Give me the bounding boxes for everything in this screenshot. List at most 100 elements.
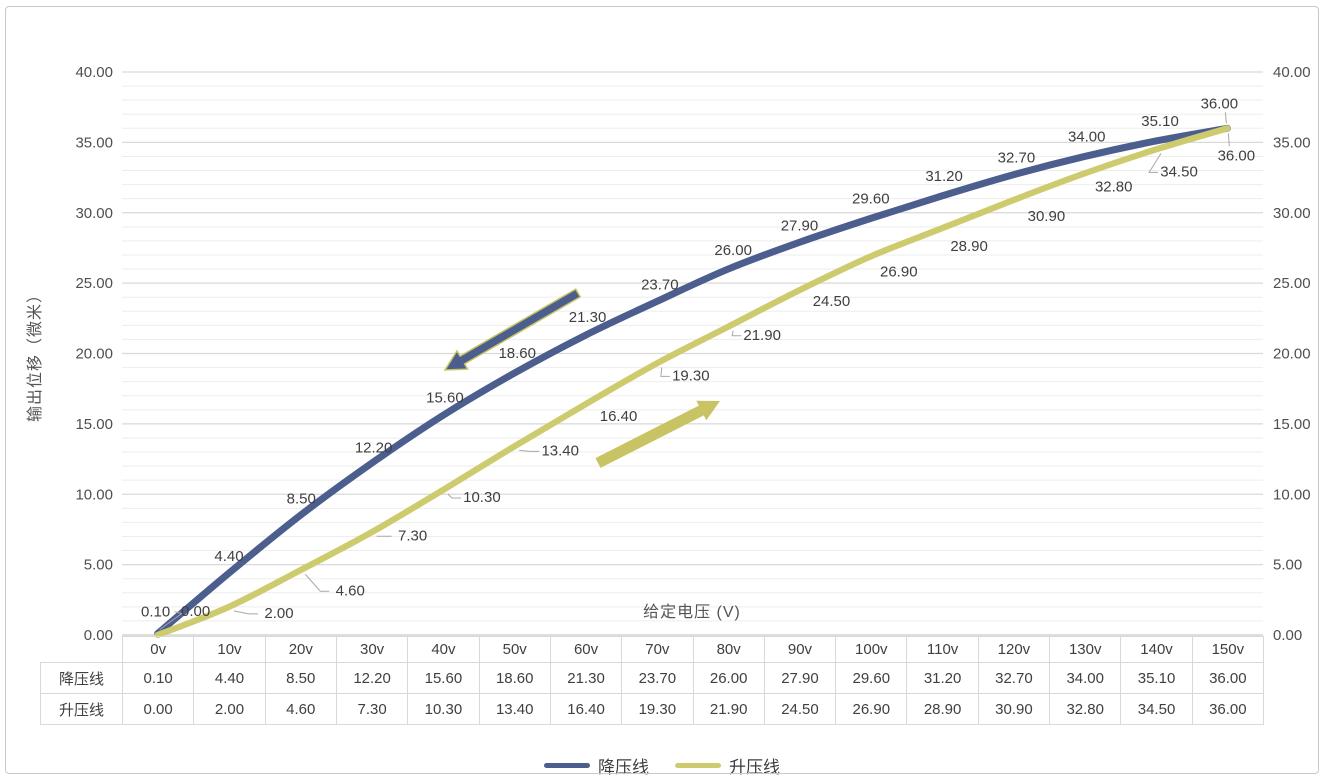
table-cell: 2.00 <box>193 693 266 725</box>
series-line-down[interactable] <box>154 124 1231 638</box>
table-col-header: 50v <box>478 636 551 663</box>
legend-swatch-up-line <box>675 762 721 768</box>
table-col-header: 120v <box>977 636 1051 663</box>
legend-item-up-line[interactable]: 升压线 <box>675 753 780 778</box>
table-cell: 32.70 <box>977 662 1051 694</box>
table-col-header: 70v <box>621 636 694 663</box>
y-tick-left: 15.00 <box>75 416 113 433</box>
chart-legend: 降压线 升压线 <box>0 751 1324 779</box>
table-cell: 8.50 <box>264 662 337 694</box>
y-axis-tick-labels: 0.00 0.00 5.00 5.00 10.00 10.00 15.00 15.00 20.0… <box>75 64 1310 644</box>
table-col-header: 30v <box>335 636 409 663</box>
table-cell: 23.70 <box>621 662 694 694</box>
data-label: 0.10 <box>141 604 170 621</box>
table-cell: 13.40 <box>478 693 551 725</box>
table-cell: 36.00 <box>1191 662 1265 694</box>
table-row-label: 降压线 <box>40 662 123 694</box>
y-tick-left: 0.00 <box>84 627 113 644</box>
table-cell: 32.80 <box>1049 693 1122 725</box>
table-cell: 0.00 <box>121 693 195 725</box>
data-label: 23.70 <box>641 276 679 293</box>
data-label: 21.30 <box>569 309 607 326</box>
y-tick-left: 5.00 <box>84 557 113 574</box>
data-label: 10.30 <box>463 489 501 506</box>
table-col-header: 140v <box>1120 636 1193 663</box>
data-label: 28.90 <box>950 238 988 255</box>
data-label: 2.00 <box>264 605 293 622</box>
data-label: 15.60 <box>426 389 464 406</box>
data-label: 29.60 <box>852 190 890 207</box>
table-col-header: 80v <box>692 636 765 663</box>
table-col-header: 20v <box>264 636 337 663</box>
data-label: 30.90 <box>1028 208 1066 225</box>
hysteresis-arrow-down-left-icon <box>443 288 582 371</box>
table-cell: 35.10 <box>1120 662 1193 694</box>
table-col-header: 90v <box>763 636 837 663</box>
table-col-header: 40v <box>407 636 480 663</box>
table-col-header: 110v <box>906 636 979 663</box>
chart-data-table: 0v 10v 20v 30v 40v 50v 60v 70v 80v 90v 100v 110v 120… <box>40 636 1265 725</box>
y-tick-right: 15.00 <box>1273 416 1311 433</box>
legend-swatch-down-line <box>544 762 590 768</box>
table-cell: 12.20 <box>335 662 409 694</box>
data-labels: 0.10 4.40 8.50 12.20 15.60 18.60 21.30 23.70 26.… <box>141 95 1255 622</box>
data-label: 12.20 <box>355 439 393 456</box>
data-label: 31.20 <box>925 168 963 185</box>
data-label: 13.40 <box>541 442 579 459</box>
table-col-header: 150v <box>1191 636 1265 663</box>
y-tick-left: 10.00 <box>75 486 113 503</box>
y-tick-right: 0.00 <box>1273 627 1302 644</box>
y-axis-title: 输出位移（微米） <box>27 286 44 423</box>
table-col-header: 10v <box>193 636 266 663</box>
table-cell: 19.30 <box>621 693 694 725</box>
table-cell: 28.90 <box>906 693 979 725</box>
table-cell: 7.30 <box>335 693 409 725</box>
table-cell: 24.50 <box>763 693 837 725</box>
data-label: 32.80 <box>1095 178 1133 195</box>
table-cell: 21.30 <box>549 662 623 694</box>
table-cell: 0.10 <box>121 662 195 694</box>
y-tick-right: 30.00 <box>1273 205 1311 222</box>
y-tick-right: 5.00 <box>1273 557 1302 574</box>
data-label: 16.40 <box>600 408 638 425</box>
table-cell: 18.60 <box>478 662 551 694</box>
y-tick-left: 30.00 <box>75 205 113 222</box>
y-tick-right: 25.00 <box>1273 275 1311 292</box>
table-cell: 27.90 <box>763 662 837 694</box>
legend-label-down-line: 降压线 <box>598 757 649 777</box>
legend-item-down-line[interactable]: 降压线 <box>544 753 649 778</box>
data-label: 4.40 <box>214 548 243 565</box>
table-cell: 10.30 <box>407 693 480 725</box>
data-label: 21.90 <box>743 327 781 344</box>
y-tick-left: 20.00 <box>75 346 113 363</box>
table-cell: 29.60 <box>835 662 908 694</box>
data-label: 0.00 <box>181 603 210 620</box>
label-leader-lines <box>159 112 1230 630</box>
data-label: 18.60 <box>498 345 536 362</box>
table-row: 升压线 0.00 2.00 4.60 7.30 10.30 13.40 16.40 19.30 2… <box>40 693 1265 725</box>
data-label: 7.30 <box>398 527 427 544</box>
table-col-header: 60v <box>549 636 623 663</box>
data-label: 27.90 <box>781 217 819 234</box>
data-label: 24.50 <box>813 293 851 310</box>
table-cell: 34.00 <box>1049 662 1122 694</box>
table-cell: 16.40 <box>549 693 623 725</box>
series-line-up[interactable] <box>154 125 1231 639</box>
data-label: 34.00 <box>1068 128 1106 145</box>
y-tick-left: 25.00 <box>75 275 113 292</box>
table-cell: 4.60 <box>264 693 337 725</box>
table-cell: 30.90 <box>977 693 1051 725</box>
table-row-label: 升压线 <box>40 693 123 725</box>
data-label: 8.50 <box>287 490 316 507</box>
table-cell: 26.00 <box>692 662 765 694</box>
y-tick-right: 40.00 <box>1273 64 1311 81</box>
data-label: 32.70 <box>998 150 1036 167</box>
table-cell: 34.50 <box>1120 693 1193 725</box>
data-label: 34.50 <box>1160 163 1198 180</box>
table-col-header: 130v <box>1049 636 1122 663</box>
data-label: 26.00 <box>714 242 752 259</box>
table-cell: 15.60 <box>407 662 480 694</box>
x-axis-title: 给定电压 (V) <box>643 604 741 621</box>
y-tick-right: 20.00 <box>1273 346 1311 363</box>
